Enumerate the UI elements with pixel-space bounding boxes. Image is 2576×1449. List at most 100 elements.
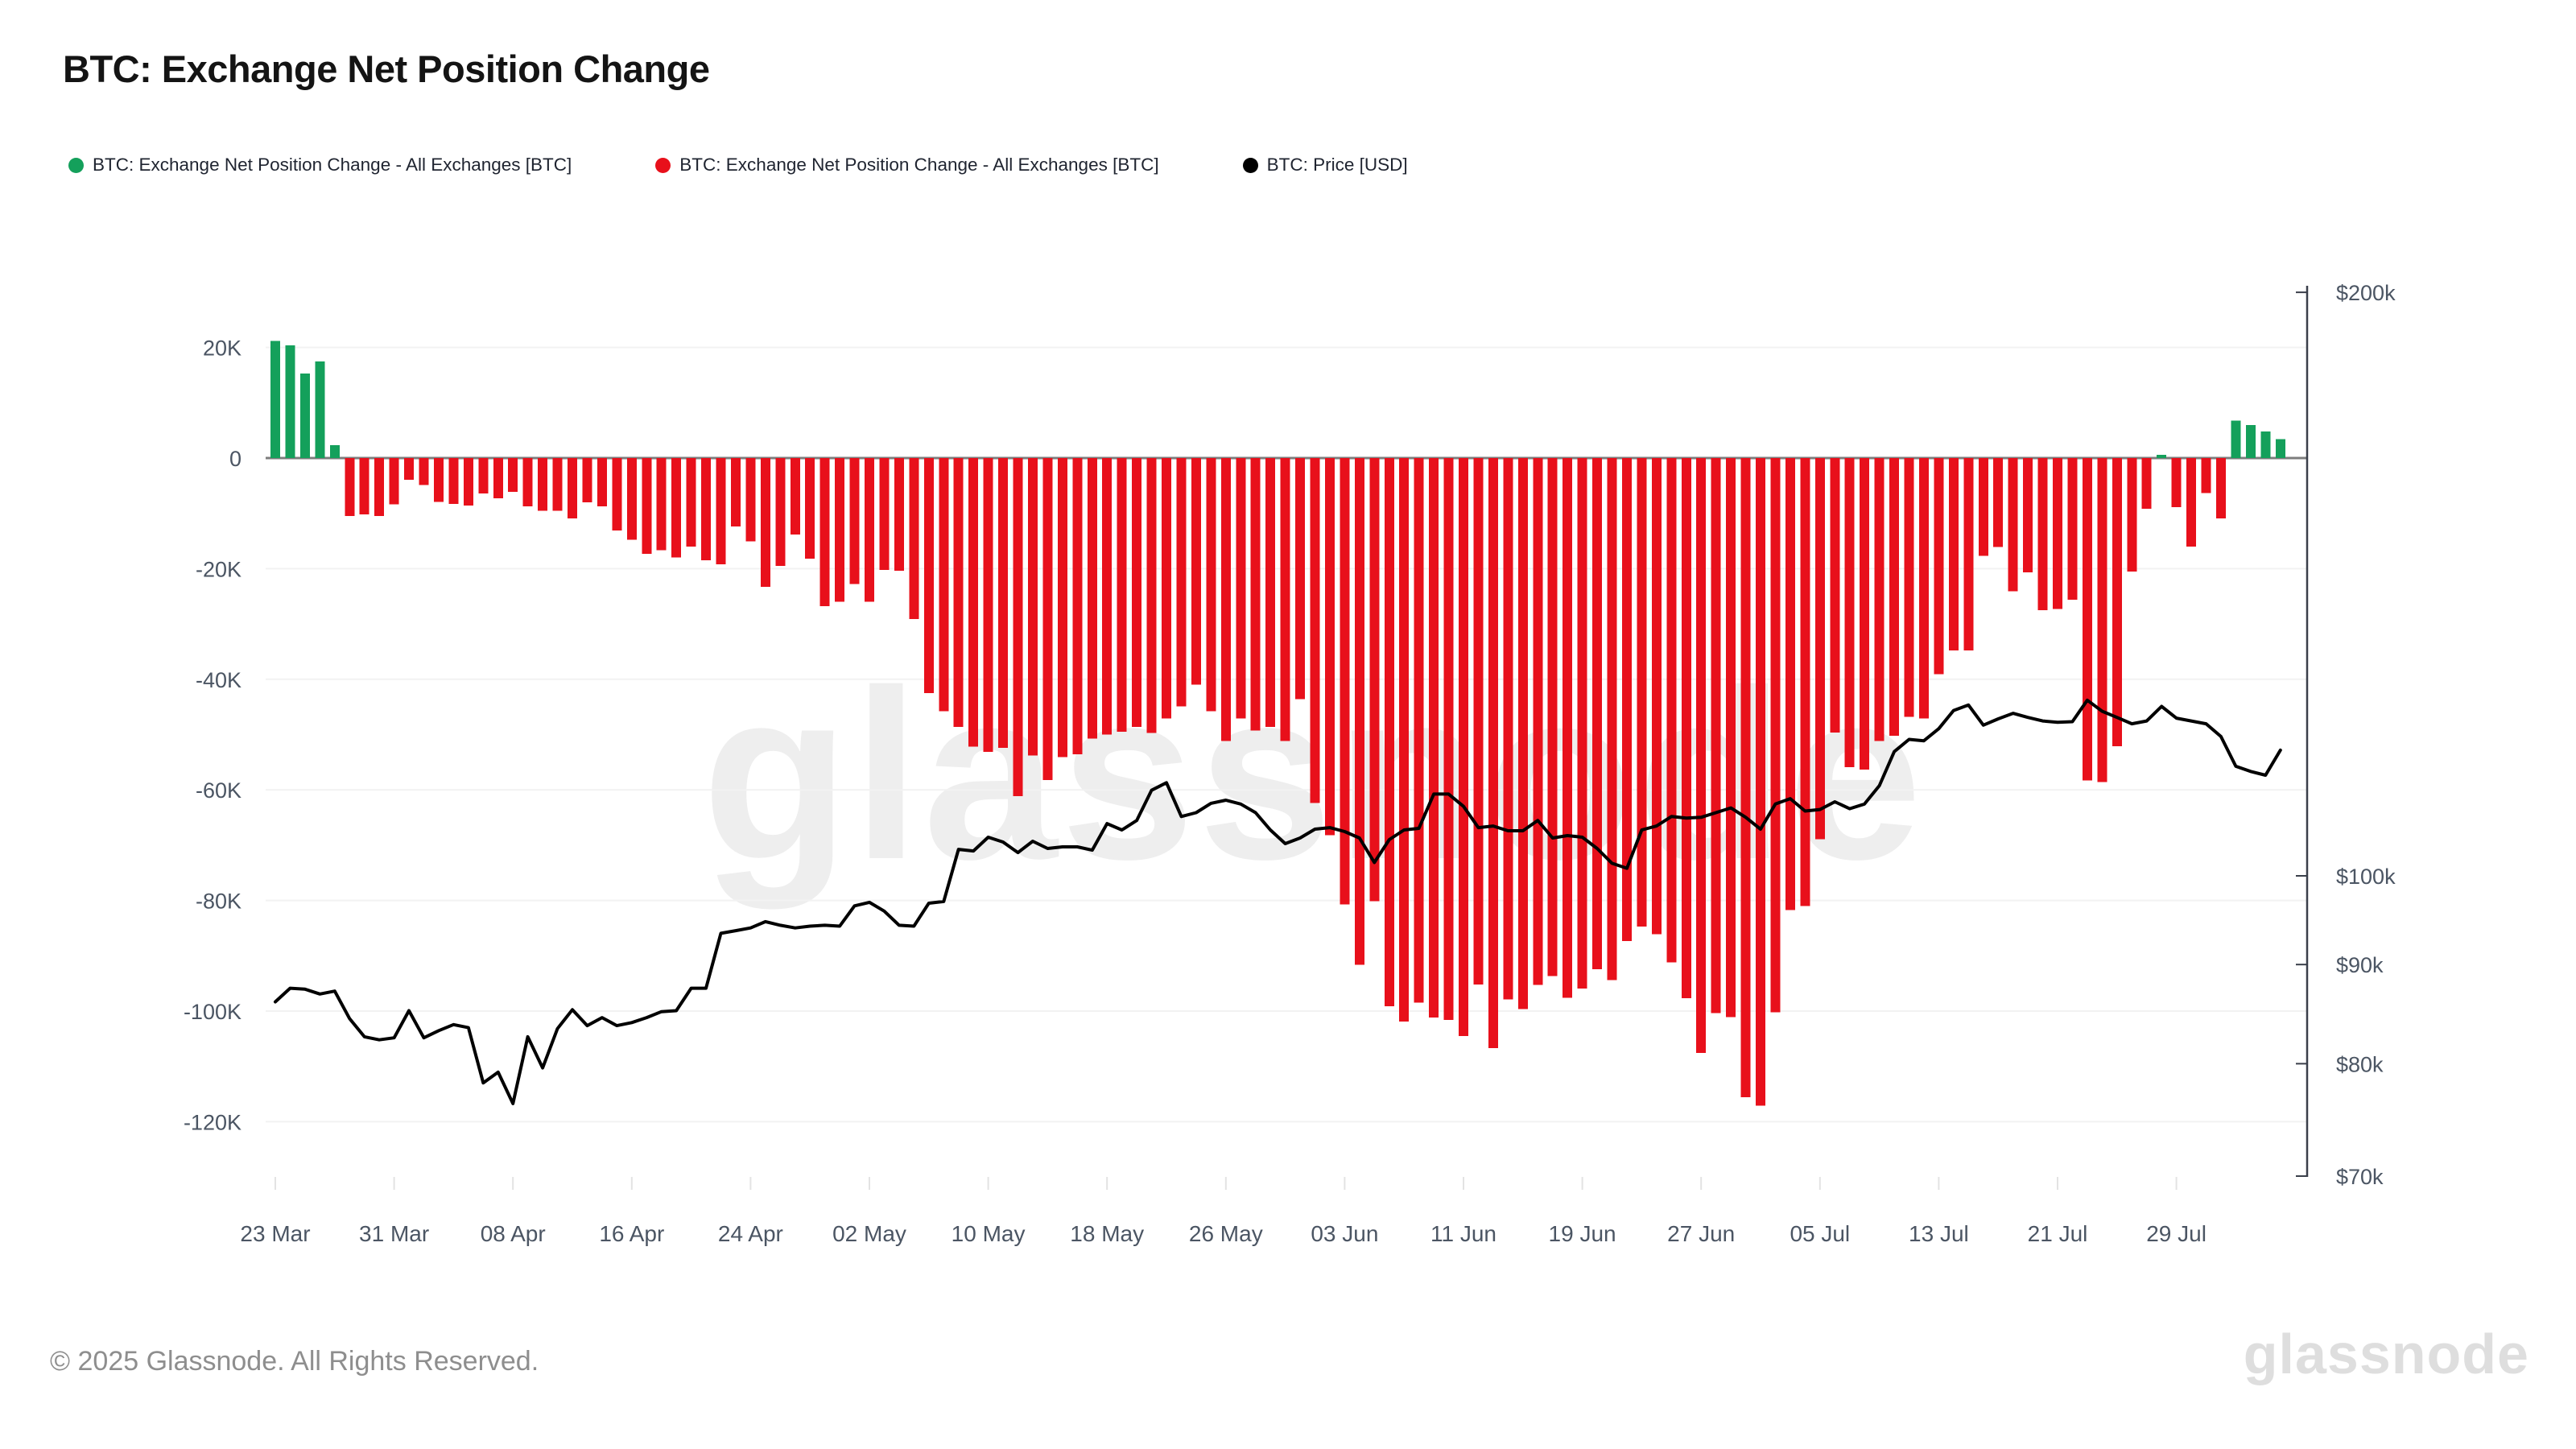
net-position-bar [2260, 431, 2271, 458]
net-position-bar [2037, 458, 2048, 610]
net-position-bar [1162, 458, 1171, 719]
legend-item-net-position-red[interactable]: BTC: Exchange Net Position Change - All … [655, 155, 1159, 175]
net-position-bar [2127, 458, 2137, 572]
net-position-bar [2275, 439, 2285, 458]
net-position-bar [1607, 458, 1617, 980]
net-position-bar [1592, 458, 1603, 969]
net-position-bar [1429, 458, 1439, 1018]
net-position-bar [270, 341, 280, 458]
net-position-bar [1042, 458, 1053, 780]
net-position-bar [2008, 458, 2018, 592]
net-position-bar [1726, 458, 1736, 1018]
net-position-bar [433, 458, 444, 502]
net-position-bar [790, 458, 800, 535]
x-axis-label: 02 May [832, 1221, 906, 1246]
x-axis-label: 27 Jun [1667, 1221, 1735, 1246]
net-position-bar [805, 458, 815, 559]
net-position-bar [671, 458, 682, 558]
x-axis-label: 24 Apr [718, 1221, 783, 1246]
net-position-bar [1814, 458, 1825, 840]
net-position-bar [1176, 458, 1187, 707]
net-position-bar [865, 458, 874, 602]
net-position-bar [1399, 458, 1410, 1022]
net-position-bar [299, 373, 310, 458]
net-position-bar [404, 458, 415, 480]
net-position-bar [2215, 458, 2226, 518]
net-position-bar [1459, 458, 1468, 1036]
net-position-bar [760, 458, 770, 588]
right-axis-label: $90k [2336, 953, 2384, 977]
net-position-bar [1265, 458, 1276, 727]
x-axis-label: 08 Apr [481, 1221, 546, 1246]
net-position-bar [1963, 458, 1974, 651]
net-position-bar [374, 458, 385, 517]
legend-item-net-position-green[interactable]: BTC: Exchange Net Position Change - All … [68, 155, 572, 175]
net-position-bar [1740, 458, 1751, 1098]
net-position-bar [1473, 458, 1484, 985]
net-position-bar [1324, 458, 1335, 836]
left-axis-label: 0 [229, 447, 242, 471]
left-axis-label: -100K [184, 1000, 242, 1024]
net-position-bar [1250, 458, 1261, 731]
x-axis-label: 26 May [1189, 1221, 1263, 1246]
net-position-bar [1681, 458, 1691, 999]
net-position-bar [568, 458, 577, 518]
net-position-bar [1547, 458, 1558, 976]
net-position-bar [2186, 458, 2197, 547]
net-position-bar [315, 361, 325, 458]
right-axis-label: $200k [2336, 281, 2396, 305]
net-position-bar [1443, 458, 1454, 1020]
net-position-bar [538, 458, 548, 511]
net-position-bar [1072, 458, 1083, 755]
net-position-bar [983, 458, 993, 752]
net-position-bar [1369, 458, 1380, 902]
net-position-bar [1651, 458, 1662, 935]
net-position-bar [1889, 458, 1900, 736]
net-position-bar [626, 458, 637, 540]
x-axis-label: 13 Jul [1909, 1221, 1969, 1246]
net-position-bar [1280, 458, 1290, 741]
red-dot-icon [655, 157, 671, 173]
net-position-bar [1904, 458, 1914, 717]
net-position-bar [2171, 458, 2182, 508]
net-position-bar [345, 458, 355, 517]
green-dot-icon [68, 157, 84, 173]
net-position-bar [1206, 458, 1216, 712]
net-position-bar [2097, 458, 2107, 782]
net-position-bar [656, 458, 667, 551]
net-position-bar [1830, 458, 1840, 733]
x-axis-label: 03 Jun [1311, 1221, 1378, 1246]
glassnode-logo: glassnode [2243, 1323, 2529, 1385]
net-position-bar [1503, 458, 1513, 1000]
legend-label: BTC: Exchange Net Position Change - All … [679, 155, 1159, 175]
net-position-bar [1488, 458, 1498, 1049]
net-position-bar [909, 458, 919, 619]
net-position-bar [419, 458, 429, 485]
net-position-bar [1414, 458, 1424, 1003]
net-position-bar [968, 458, 979, 747]
net-position-bar [1696, 458, 1707, 1054]
net-position-bar [701, 458, 712, 561]
net-position-bar [1800, 458, 1810, 906]
right-axis-label: $70k [2336, 1165, 2384, 1189]
net-position-bar [1844, 458, 1855, 768]
net-position-bar [582, 458, 592, 502]
net-position-bar [329, 445, 340, 458]
x-axis-label: 18 May [1070, 1221, 1144, 1246]
net-position-bar [522, 458, 533, 506]
chart-legend: BTC: Exchange Net Position Change - All … [68, 155, 1408, 175]
net-position-bar [285, 345, 295, 458]
net-position-bar [1770, 458, 1781, 1013]
net-position-bar [2201, 458, 2211, 493]
net-position-bar [2112, 458, 2122, 746]
net-position-bar [493, 458, 503, 499]
net-position-bar [612, 458, 622, 530]
net-position-bar [1117, 458, 1127, 733]
net-position-bar [686, 458, 696, 547]
net-position-bar [939, 458, 949, 712]
net-position-bar [894, 458, 904, 572]
legend-item-price[interactable]: BTC: Price [USD] [1242, 155, 1408, 175]
net-position-bar [1533, 458, 1543, 985]
net-position-bar [923, 458, 934, 693]
